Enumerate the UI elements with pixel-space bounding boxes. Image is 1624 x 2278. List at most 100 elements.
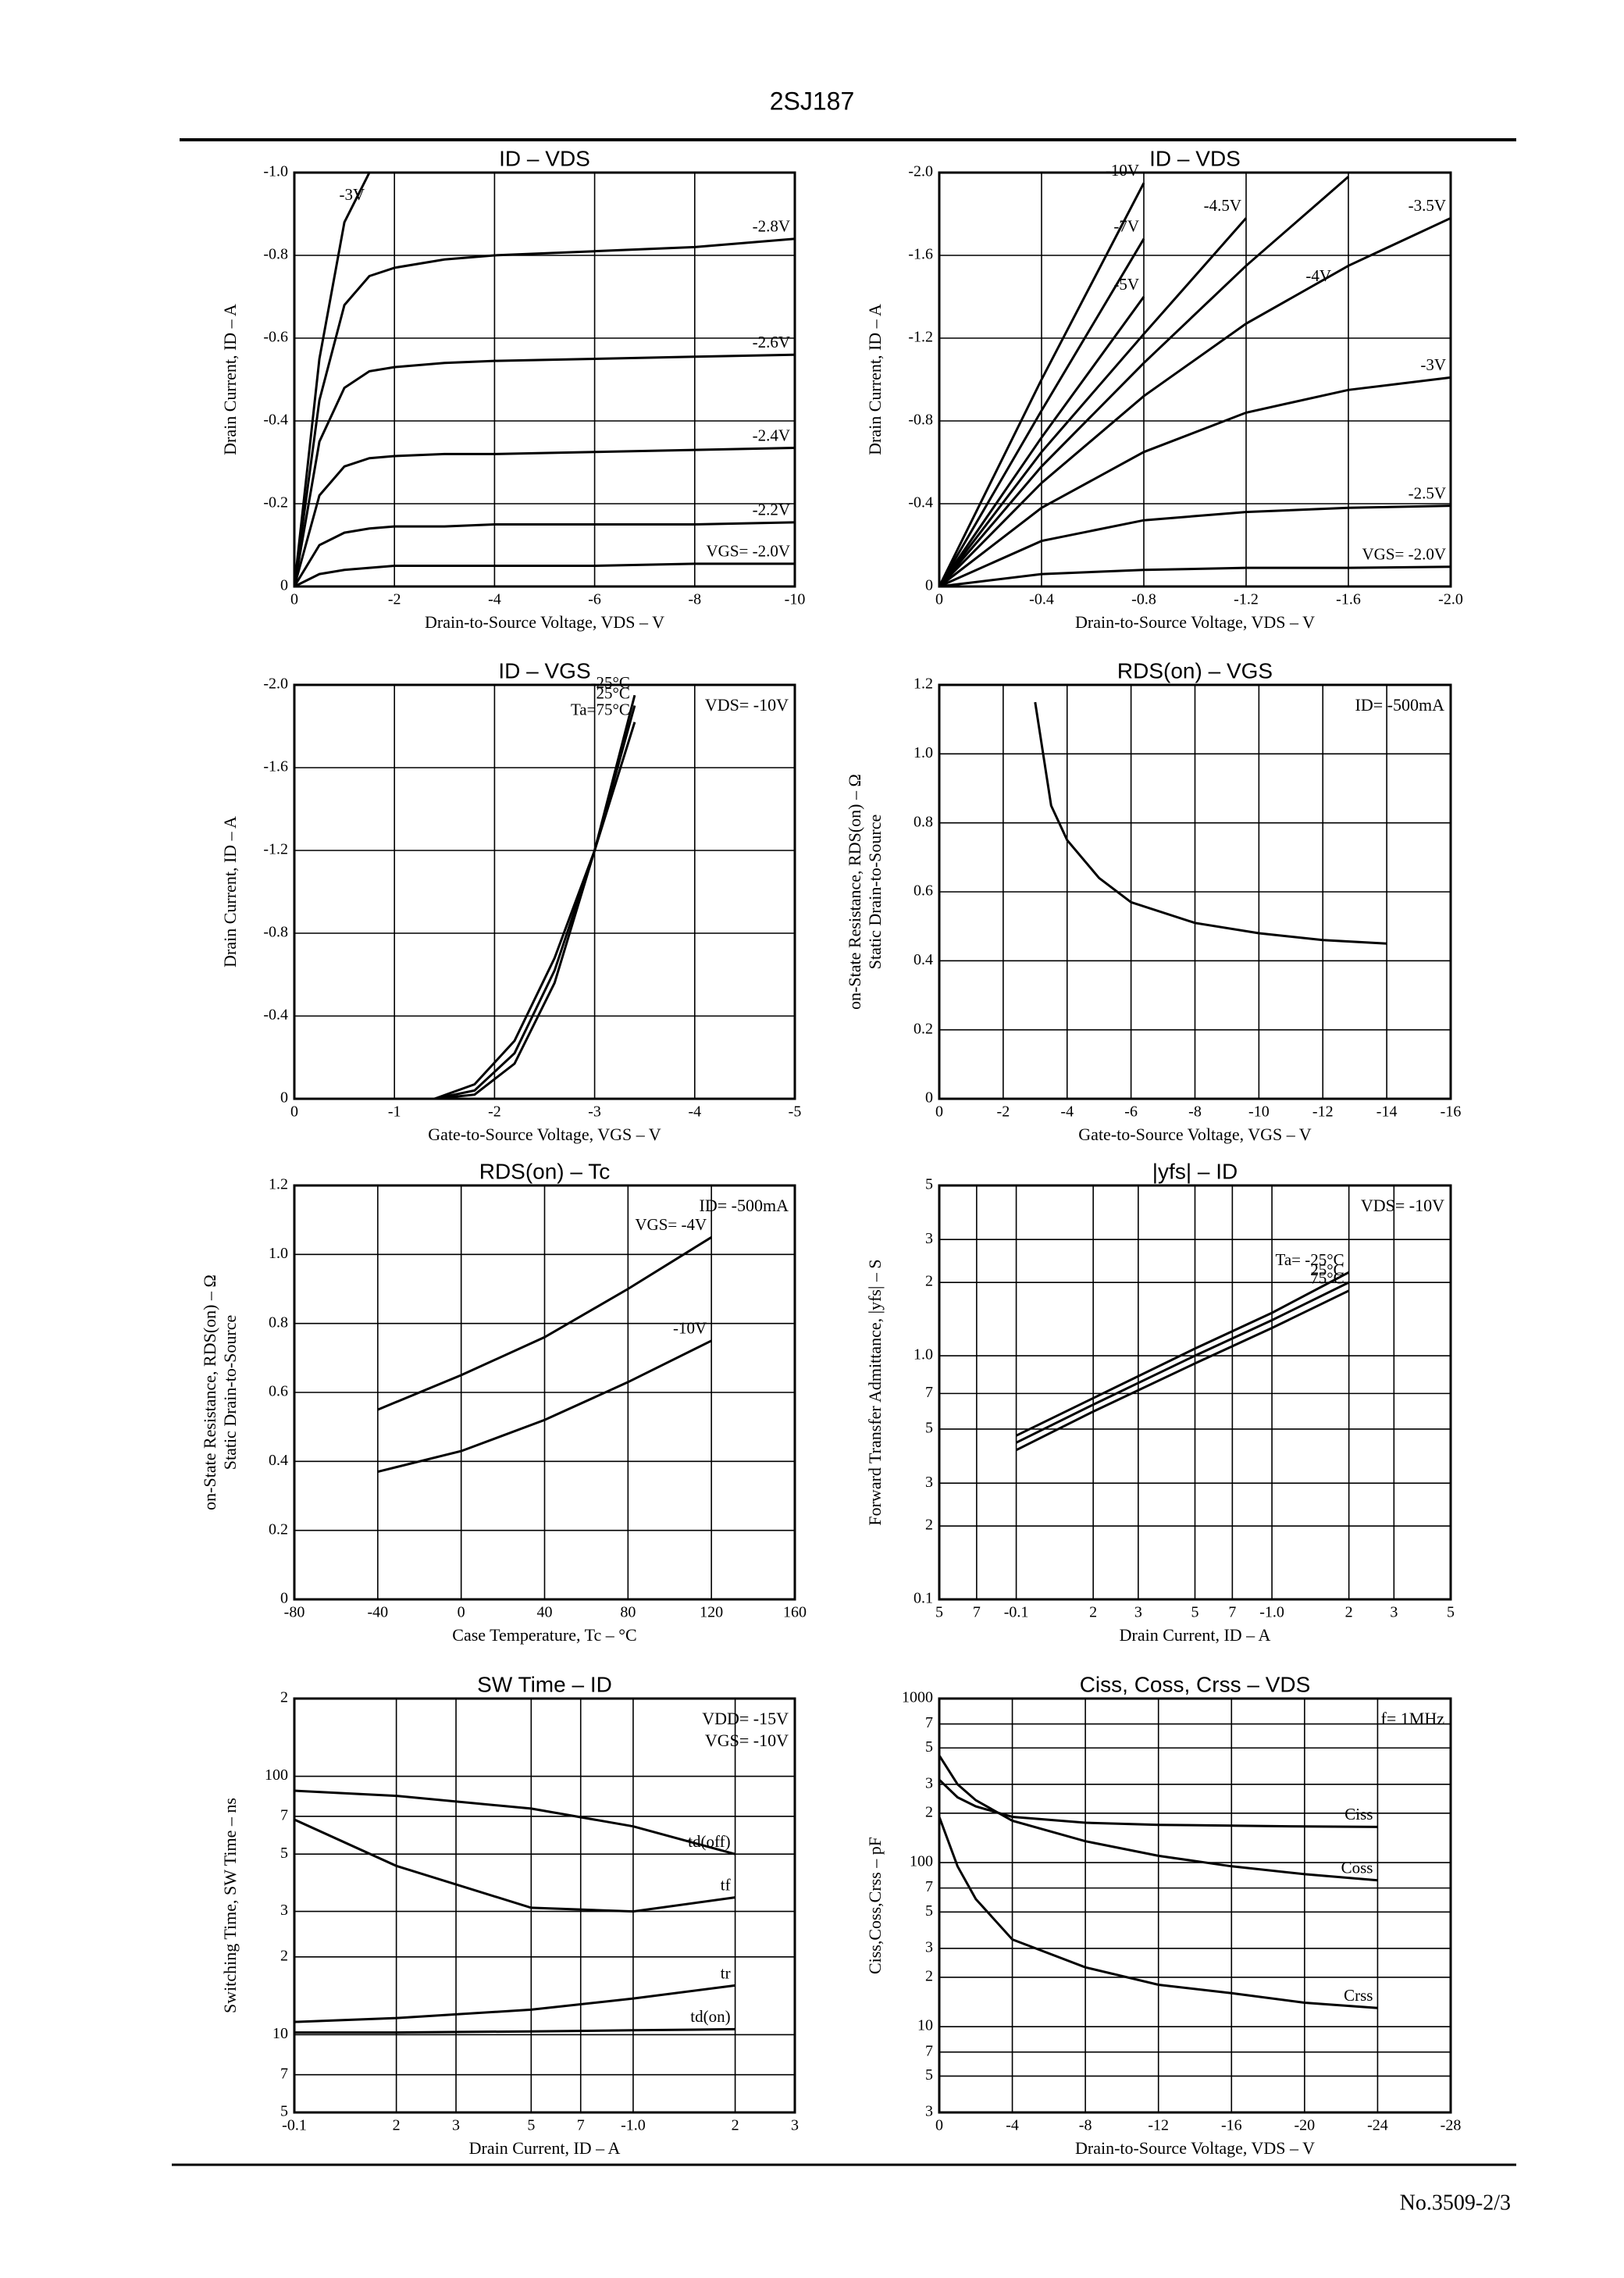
y-tick-label: 7 [280,1806,288,1823]
y-tick-label: 100 [910,1853,933,1870]
y-tick-label: 0.8 [914,813,933,830]
x-tick-label: -5 [789,1103,802,1121]
chart-title: |yfs| – ID [1152,1159,1238,1183]
x-axis-label: Drain-to-Source Voltage, VDS – V [1075,2138,1315,2158]
y-tick-label: 0.6 [269,1383,288,1400]
y-tick-label: -0.8 [908,412,933,429]
x-tick-label: 0 [290,591,298,608]
y-tick-label: 1.0 [269,1245,288,1262]
x-tick-label: -40 [367,1604,388,1621]
y-tick-label: 0 [280,1089,288,1107]
x-tick-label: -1.2 [1234,591,1259,608]
curve-label: Ciss [1344,1805,1373,1823]
x-tick-label: 0 [935,591,943,608]
y-axis-label: Static Drain-to-Source [865,815,885,970]
x-tick-label: 160 [783,1604,807,1621]
x-tick-label: 5 [527,2117,535,2134]
y-tick-label: 1.0 [914,1346,933,1364]
x-tick-label: 2 [1345,1604,1353,1621]
curve [938,376,1451,588]
y-tick-label: 0 [280,1590,288,1607]
x-tick-label: 0 [290,1103,298,1121]
x-tick-label: 7 [1228,1604,1236,1621]
curve [293,172,371,587]
curve [293,353,796,587]
curve-label: td(on) [690,2007,730,2026]
y-tick-label: 0.8 [269,1314,288,1331]
x-tick-label: -2 [997,1103,1010,1121]
x-axis-label: Drain-to-Source Voltage, VDS – V [425,612,664,632]
y-tick-label: 2 [280,1947,288,1964]
annotation: VDS= -10V [1361,1196,1444,1215]
x-tick-label: -8 [1188,1103,1202,1121]
x-tick-label: -1.6 [1336,591,1361,608]
x-tick-label: 80 [620,1604,636,1621]
annotation: f= 1MHz [1381,1709,1445,1728]
y-tick-label: -0.4 [263,412,288,429]
y-tick-label: 2 [925,1517,933,1534]
chart-title: ID – VDS [499,146,590,170]
y-axis-label: Drain Current, ID – A [220,816,240,968]
x-tick-label: 120 [700,1604,723,1621]
y-tick-label: 5 [925,1176,933,1193]
curve [293,521,796,587]
plot-frame [293,171,796,588]
x-tick-label: 7 [577,2117,585,2134]
y-tick-label: -1.0 [263,163,288,180]
curve-label: -4.5V [1204,196,1241,215]
curve [294,1818,735,1913]
x-tick-label: -1.0 [621,2117,646,2134]
y-tick-label: 2 [925,1968,933,1985]
y-tick-label: 3 [925,2103,933,2120]
y-tick-label: 0.6 [914,882,933,900]
curve [938,1778,1378,1828]
x-tick-label: -2.0 [1438,591,1463,608]
x-tick-label: -4 [1006,2117,1019,2134]
y-tick-label: -0.6 [263,329,288,346]
curve [294,562,795,588]
curve-label: -10V [673,1319,707,1338]
y-axis-label: Drain Current, ID – A [865,304,885,455]
y-tick-label: 0.4 [914,951,933,968]
x-tick-label: -6 [588,591,601,608]
curve [1015,1271,1350,1437]
x-tick-label: 3 [1134,1604,1142,1621]
plot-frame [938,1184,1452,1601]
x-tick-label: -4 [688,1103,701,1121]
x-axis-label: Gate-to-Source Voltage, VGS – V [1078,1125,1312,1144]
page-footer: No.3509-2/3 [1400,2191,1511,2215]
x-tick-label: -16 [1441,1103,1462,1121]
y-tick-label: 5 [280,2103,288,2120]
curve-label: -3V [339,185,365,204]
plot-frame [938,1697,1452,2114]
y-tick-label: 3 [925,1774,933,1791]
curve-label: Ta=75°C [571,701,630,719]
y-tick-label: -0.2 [263,494,288,512]
y-tick-label: 2 [925,1273,933,1290]
x-tick-label: -20 [1295,2117,1316,2134]
y-tick-label: 5 [925,1738,933,1756]
curve-label: 25°C [1310,1260,1344,1279]
curve-label: -2.2V [753,501,790,519]
curve-label: -2.5V [1409,483,1446,502]
y-tick-label: -2.0 [263,676,288,693]
x-tick-label: -14 [1376,1103,1398,1121]
x-tick-label: -28 [1441,2117,1462,2134]
x-axis-label: Drain Current, ID – A [1120,1625,1271,1645]
y-axis-label: Drain Current, ID – A [220,304,240,455]
y-tick-label: 3 [925,1939,933,1956]
curve [938,504,1451,588]
curve [1034,701,1387,945]
x-tick-label: -2 [488,1103,501,1121]
x-tick-label: -12 [1312,1103,1334,1121]
x-tick-label: -3 [588,1103,601,1121]
y-tick-label: -0.8 [263,924,288,941]
curve [938,1816,1378,2009]
curve [938,216,1451,588]
y-tick-label: 7 [925,1878,933,1895]
x-tick-label: -0.1 [282,2117,307,2134]
x-tick-label: 3 [1390,1604,1398,1621]
x-tick-label: -0.4 [1029,591,1054,608]
annotation: VDS= -10V [705,695,789,715]
curve-label: 75°C [1310,1269,1344,1288]
